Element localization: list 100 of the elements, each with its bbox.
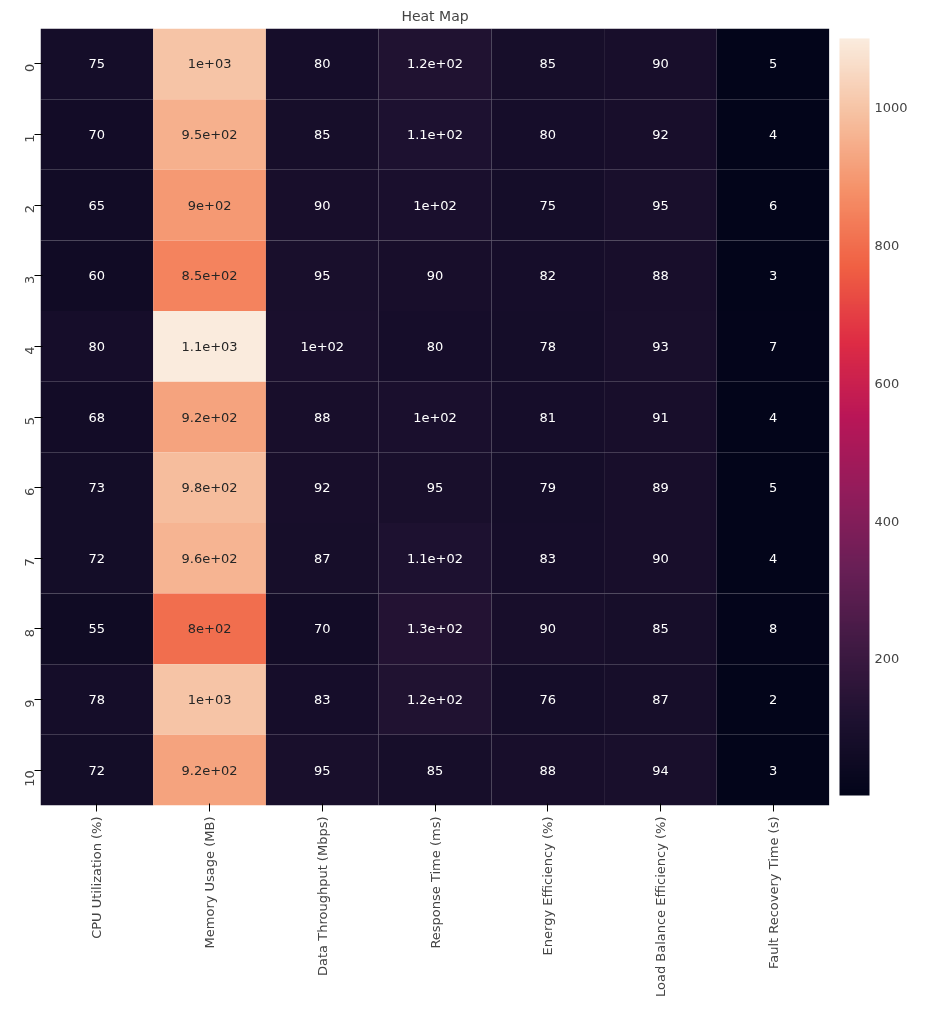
data-label: 60 xyxy=(88,268,106,284)
data-label: 90 xyxy=(652,56,669,72)
data-label: 90 xyxy=(314,197,331,213)
y-tick-label: 5 xyxy=(22,416,37,426)
data-label: 85 xyxy=(314,126,331,142)
color-bar-label: 200 xyxy=(874,651,900,667)
data-label: 70 xyxy=(88,126,106,142)
data-label: 85 xyxy=(539,56,556,72)
data-label: 1e+02 xyxy=(413,409,457,425)
data-label: 8e+02 xyxy=(187,621,232,637)
data-label: 9.8e+02 xyxy=(181,480,238,496)
data-label: 85 xyxy=(426,762,444,778)
data-label: 75 xyxy=(539,197,556,213)
y-tick-label: 6 xyxy=(22,487,37,496)
x-tick-label: Memory Usage (MB) xyxy=(202,816,218,949)
data-label: 95 xyxy=(652,197,669,213)
data-label: 2 xyxy=(769,692,778,708)
data-label: 9.2e+02 xyxy=(181,409,238,425)
data-label: 82 xyxy=(539,268,556,284)
data-label: 9.2e+02 xyxy=(181,762,238,778)
chart-title: Heat Map xyxy=(401,7,469,24)
data-label: 1.1e+03 xyxy=(181,338,238,354)
y-tick-label: 10 xyxy=(22,770,37,787)
data-label: 95 xyxy=(314,762,331,778)
y-tick-label: 9 xyxy=(22,699,37,708)
data-label: 92 xyxy=(652,126,669,142)
color-bar-label: 400 xyxy=(874,513,900,529)
data-label: 73 xyxy=(88,480,106,496)
data-label: 8.5e+02 xyxy=(181,268,238,284)
data-label: 80 xyxy=(88,338,106,354)
data-label: 80 xyxy=(426,338,444,354)
data-label: 70 xyxy=(314,621,331,637)
data-label: 8 xyxy=(769,621,778,637)
data-label: 81 xyxy=(539,409,556,425)
data-label: 92 xyxy=(314,480,331,496)
data-label: 90 xyxy=(426,268,444,284)
data-label: 5 xyxy=(769,480,778,496)
x-tick-label: Response Time (ms) xyxy=(427,816,443,949)
data-label: 83 xyxy=(314,692,331,708)
data-label: 95 xyxy=(314,268,331,284)
color-bar-label: 800 xyxy=(874,237,900,253)
data-label: 88 xyxy=(539,762,556,778)
data-label: 87 xyxy=(652,692,669,708)
data-label: 7 xyxy=(769,338,778,354)
x-tick-label: CPU Utilization (%) xyxy=(89,816,105,939)
y-tick-label: 2 xyxy=(22,205,37,214)
data-label: 88 xyxy=(652,268,669,284)
data-label: 90 xyxy=(539,621,556,637)
data-label: 68 xyxy=(88,409,106,425)
data-label: 1.2e+02 xyxy=(406,56,464,72)
data-label: 65 xyxy=(88,197,106,213)
data-label: 94 xyxy=(652,762,669,778)
data-label: 72 xyxy=(88,762,106,778)
data-label: 91 xyxy=(652,409,669,425)
data-label: 1e+02 xyxy=(413,197,457,213)
data-label: 78 xyxy=(539,338,556,354)
data-label: 4 xyxy=(769,409,778,425)
data-label: 4 xyxy=(769,550,778,566)
data-label: 1.2e+02 xyxy=(406,692,464,708)
data-label: 89 xyxy=(652,480,669,496)
data-label: 93 xyxy=(652,338,669,354)
x-tick-label: Fault Recovery Time (s) xyxy=(765,816,781,970)
color-bar-label: 600 xyxy=(874,375,900,391)
data-label: 9.5e+02 xyxy=(181,126,238,142)
y-tick-label: 4 xyxy=(22,346,37,355)
data-label: 1.1e+02 xyxy=(406,126,464,142)
data-label: 90 xyxy=(652,550,669,566)
color-bar-label: 1000 xyxy=(874,99,908,115)
data-label: 95 xyxy=(426,480,444,496)
data-label: 88 xyxy=(314,409,331,425)
data-label: 9e+02 xyxy=(187,197,232,213)
data-label: 3 xyxy=(769,268,778,284)
y-tick-label: 3 xyxy=(22,275,37,284)
data-label: 75 xyxy=(88,56,106,72)
data-label: 9.6e+02 xyxy=(181,550,238,566)
data-label: 1e+03 xyxy=(187,692,232,708)
data-label: 80 xyxy=(539,126,556,142)
data-label: 79 xyxy=(539,480,556,496)
data-label: 1e+02 xyxy=(300,338,345,354)
y-tick-label: 7 xyxy=(22,558,37,567)
data-label: 85 xyxy=(652,621,669,637)
data-label: 1e+03 xyxy=(187,56,232,72)
data-label: 83 xyxy=(539,550,556,566)
data-label: 1.3e+02 xyxy=(406,621,464,637)
x-tick-label: Data Throughput (Mbps) xyxy=(314,816,330,976)
data-label: 1.1e+02 xyxy=(406,550,464,566)
data-label: 6 xyxy=(769,197,778,213)
data-label: 72 xyxy=(88,550,106,566)
data-label: 55 xyxy=(88,621,106,637)
data-label: 3 xyxy=(769,762,778,778)
data-label: 78 xyxy=(88,692,106,708)
x-tick-label: Load Balance Efficiency (%) xyxy=(652,816,668,998)
y-tick-label: 1 xyxy=(22,134,37,143)
x-tick-label: Energy Efficiency (%) xyxy=(540,816,556,956)
data-label: 4 xyxy=(769,126,778,142)
data-label: 76 xyxy=(539,692,556,708)
y-tick-label: 8 xyxy=(22,628,37,638)
data-label: 80 xyxy=(314,56,331,72)
y-tick-label: 0 xyxy=(22,63,37,73)
data-label: 5 xyxy=(769,56,778,72)
